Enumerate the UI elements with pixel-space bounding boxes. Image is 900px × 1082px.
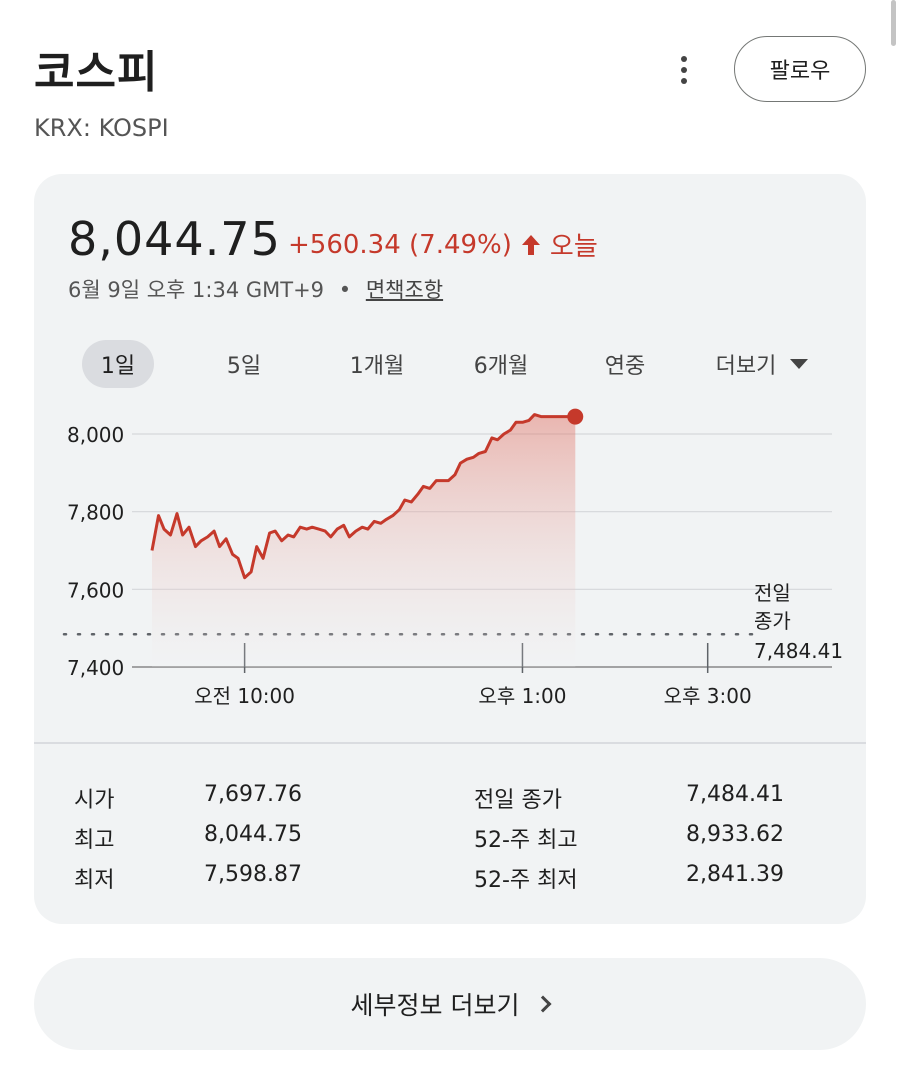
arrow-up-icon: [520, 233, 542, 257]
last-price-dot: [567, 408, 584, 425]
tab-label: 6개월: [473, 354, 529, 379]
x-tick-label: 오전 10:00: [194, 684, 295, 708]
stat-value-52w-high: 8,933.62: [686, 822, 784, 847]
y-tick-label: 7,400: [67, 656, 124, 680]
tab-1m[interactable]: 1개월: [332, 340, 422, 388]
more-details-label: 세부정보 더보기: [350, 991, 520, 1020]
tab-label: 더보기: [715, 354, 777, 379]
y-tick-label: 7,600: [67, 578, 124, 602]
previous-close-label: 종가: [754, 609, 791, 633]
timestamp-text: 6월 9일 오후 1:34 GMT+9: [68, 278, 325, 302]
quote-timestamp: 6월 9일 오후 1:34 GMT+9 • 면책조항: [68, 274, 443, 304]
current-price: 8,044.75: [68, 212, 281, 266]
stat-value-open: 7,697.76: [204, 782, 302, 807]
stat-value-52w-low: 2,841.39: [686, 862, 784, 887]
change-period: 오늘: [549, 232, 598, 262]
caret-down-icon: [790, 359, 809, 369]
chevron-right-icon: [534, 995, 552, 1013]
quote-header: 코스피 KRX: KOSPI 팔로우: [34, 36, 866, 146]
follow-button[interactable]: 팔로우: [734, 36, 866, 102]
stat-label-high: 최고: [74, 828, 115, 853]
y-tick-label: 8,000: [67, 423, 124, 447]
previous-close-value: 7,484.41: [754, 639, 843, 663]
stat-label-open: 시가: [74, 788, 115, 813]
tab-label: 연중: [604, 354, 646, 379]
price-line: [150, 413, 576, 580]
tab-label: 1개월: [349, 354, 405, 379]
stat-label-52w-low: 52-주 최저: [474, 868, 578, 893]
y-tick-label: 7,800: [67, 501, 124, 525]
price-change: +560.34 (7.49%) 오늘: [288, 226, 598, 263]
timestamp-separator: •: [338, 278, 352, 302]
tab-label: 1일: [100, 354, 136, 379]
page-scrollbar[interactable]: [891, 0, 896, 46]
stat-value-high: 8,044.75: [204, 822, 302, 847]
more-vert-icon[interactable]: [670, 50, 698, 90]
quote-card: 8,044.75 +560.34 (7.49%) 오늘 6월 9일 오후 1:3…: [34, 174, 866, 924]
tab-ytd[interactable]: 연중: [590, 340, 660, 388]
ticker-symbol: KRX: KOSPI: [34, 114, 169, 142]
disclaimer-link[interactable]: 면책조항: [365, 278, 444, 302]
stat-label-low: 최저: [74, 868, 115, 893]
stat-value-prev-close: 7,484.41: [686, 782, 784, 807]
stat-label-prev-close: 전일 종가: [474, 788, 562, 813]
tab-label: 5일: [226, 354, 262, 379]
x-tick-label: 오후 1:00: [478, 684, 566, 708]
range-tabs: 1일 5일 1개월 6개월 연중 더보기: [82, 340, 822, 390]
change-value: +560.34 (7.49%): [288, 229, 512, 260]
stat-value-low: 7,598.87: [204, 862, 302, 887]
card-divider: [34, 742, 866, 744]
x-tick-label: 오후 3:00: [664, 684, 752, 708]
tab-5d[interactable]: 5일: [208, 340, 280, 388]
page-title: 코스피: [34, 47, 159, 98]
stat-label-52w-high: 52-주 최고: [474, 828, 578, 853]
tab-6m[interactable]: 6개월: [456, 340, 546, 388]
previous-close-label: 전일: [754, 581, 791, 605]
more-details-button[interactable]: 세부정보 더보기: [34, 958, 866, 1050]
tab-1d[interactable]: 1일: [82, 340, 154, 388]
area-fill: [152, 414, 576, 667]
tab-more[interactable]: 더보기: [700, 340, 824, 388]
